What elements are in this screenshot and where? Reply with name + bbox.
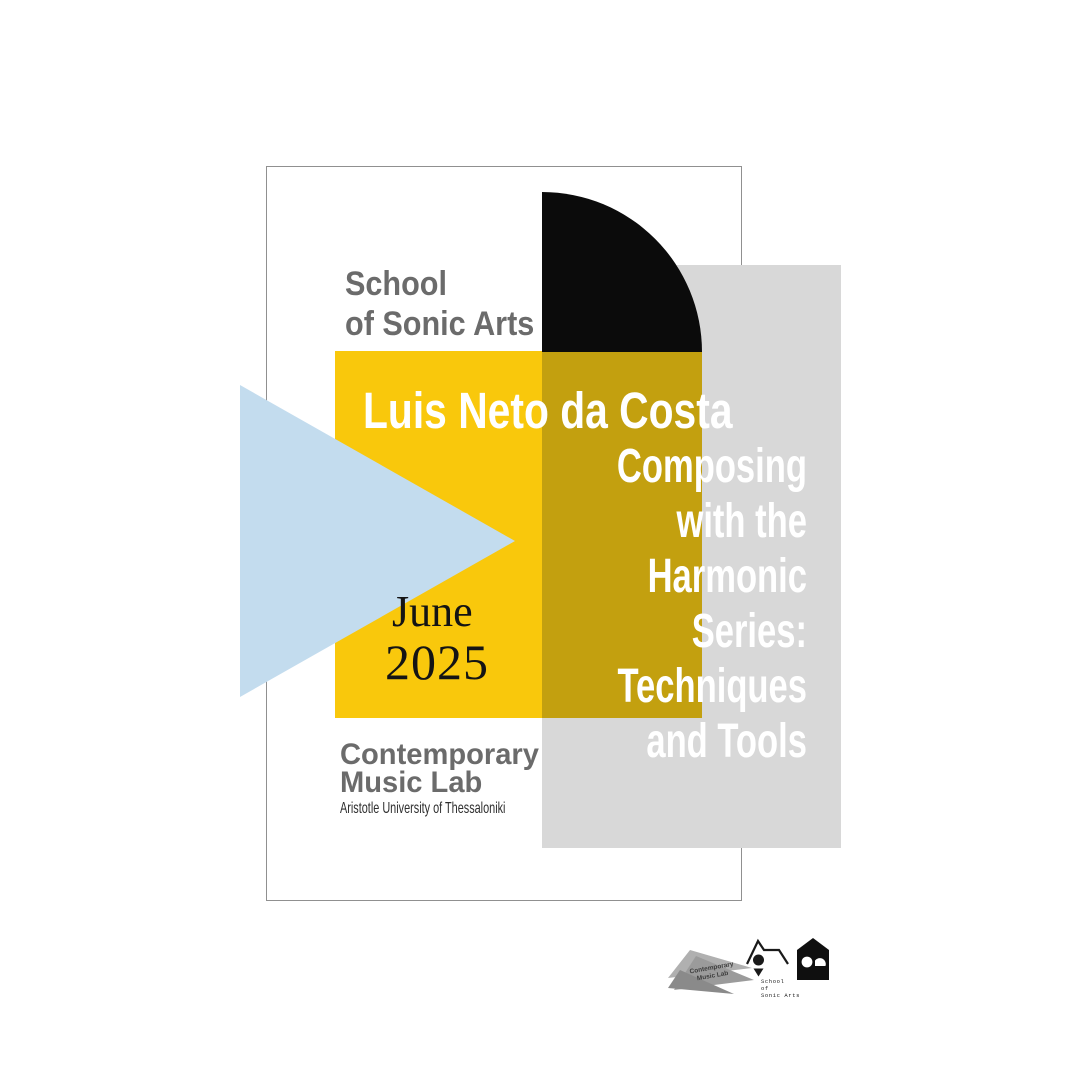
organizer-line2: Music Lab	[340, 766, 483, 799]
contemporary-music-lab-logo: Contemporary Music Lab	[666, 946, 756, 1002]
ssa-logo-text-line2: of	[761, 985, 769, 992]
event-title-line3: Harmonic	[647, 550, 807, 603]
event-title-line5: Techniques	[617, 660, 807, 713]
house-icon	[797, 938, 829, 980]
school-heading-line1: School	[345, 265, 448, 303]
school-heading: School of Sonic Arts	[345, 264, 534, 344]
organizer-line1: Contemporary	[340, 738, 539, 771]
school-heading-line2: of Sonic Arts	[345, 305, 535, 343]
event-title-line2: with the	[676, 495, 807, 548]
school-of-sonic-arts-logo: School of Sonic Arts	[742, 931, 804, 1003]
artist-name: Luis Neto da Costa	[363, 382, 733, 439]
event-date-month: June	[392, 587, 473, 636]
roofline-icon: School of Sonic Arts	[746, 938, 800, 999]
university-name: Aristotle University of Thessaloniki	[340, 800, 506, 817]
mountains-icon: Contemporary Music Lab	[668, 950, 754, 994]
house-logo	[796, 938, 830, 982]
yellow-gray-overlap-panel	[542, 351, 702, 718]
event-title-line4: Series:	[691, 605, 807, 658]
ssa-logo-text-line3: Sonic Arts	[761, 992, 800, 999]
event-date-year: 2025	[385, 634, 489, 690]
organizer-name: Contemporary Music Lab	[340, 738, 539, 799]
event-title: Composing with the Harmonic Series: Tech…	[617, 439, 807, 769]
event-title-line6: and Tools	[646, 715, 807, 768]
ssa-logo-text-line1: School	[761, 978, 784, 985]
event-title-line1: Composing	[616, 440, 807, 493]
